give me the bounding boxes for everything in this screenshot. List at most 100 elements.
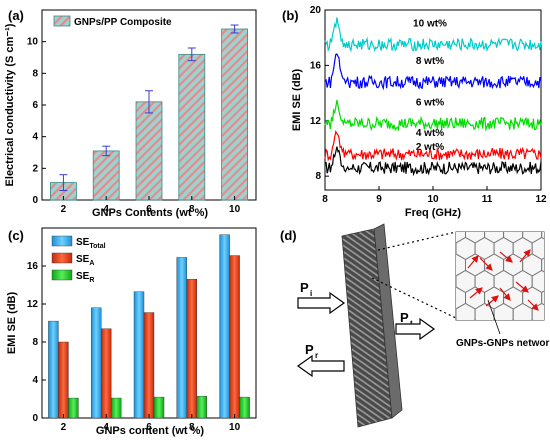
graphene-hex-network: [456, 232, 544, 320]
panel-b-ytick-label: 8: [315, 171, 321, 182]
panel-c-bar: [58, 341, 69, 419]
panel-c-ytick-label: 0: [32, 413, 38, 424]
panel-c-bar: [143, 312, 155, 419]
electron-path-arrow: [485, 295, 499, 307]
panel-a-xlabel: GNPs Contents (wt %): [92, 207, 208, 219]
electron-path-arrow: [499, 287, 511, 301]
panel-c-legend-subscript: A: [89, 260, 94, 267]
panel-b-lines: 2 wt% 4 wt% 6 wt% 8 wt% 10 wt%: [324, 17, 542, 177]
electron-path-arrow: [499, 251, 513, 263]
panel-a-bar: [178, 53, 206, 201]
panel-a-xtick-label: 2: [61, 204, 67, 215]
panel-a-xtick-label: 8: [189, 204, 195, 215]
panel-c-bar: [153, 396, 165, 419]
series-label: 10 wt%: [413, 19, 447, 30]
panel-c-bar: [48, 320, 59, 419]
panel-a-ytick-label: 2: [32, 163, 38, 174]
panel-c-ytick-label: 16: [27, 261, 39, 272]
graphene-hex: [512, 302, 533, 320]
panel-a-ticks: 0 2 4 6 8 10: [27, 37, 46, 206]
panel-a-xtick-label: 4: [103, 204, 109, 215]
panel-a-xtick-label: 10: [229, 204, 241, 215]
panel-c-bar: [133, 291, 145, 419]
panel-c-legend-text: SER: [76, 271, 94, 284]
panel-c-legend: SETotal SEA SER: [51, 235, 106, 284]
panel-a-ytick-label: 10: [27, 37, 39, 48]
panel-b-xtick-label: 8: [322, 194, 328, 205]
transmitted-label: P: [400, 310, 409, 325]
panel-c-ylabel: EMI SE (dB): [6, 292, 18, 355]
composite-slab-side: [373, 223, 403, 419]
panel-b-xlabel: Freq (GHz): [405, 207, 462, 219]
panel-c-bar: [186, 279, 198, 419]
panel-c-ytick-label: 4: [32, 375, 38, 386]
panel-c-bar: [68, 397, 79, 419]
network-pointer: [487, 299, 501, 335]
zoom-line-bottom: [371, 277, 457, 319]
panel-c-legend-subscript: Total: [89, 243, 105, 250]
panel-a-legend-text: GNPs/PP Composite: [74, 17, 172, 28]
series-line: [324, 17, 542, 53]
electron-path-arrow: [519, 249, 531, 263]
electron-path-arrow: [467, 255, 479, 269]
series-label: 8 wt%: [416, 56, 444, 67]
electron-path-arrow: [515, 281, 529, 293]
panel-b-ylabel: EMI SE (dB): [291, 69, 303, 132]
series-line: [324, 53, 542, 91]
panel-c-legend-swatch: [51, 235, 73, 247]
incident-subscript: i: [310, 289, 312, 298]
graphene-hex: [456, 302, 476, 320]
panel-a-bars: 2 4 6 8 10: [50, 24, 249, 215]
panel-c-legend-text: SEA: [76, 254, 94, 267]
series-label: 2 wt%: [416, 142, 444, 153]
panel-b-ytick-label: 12: [310, 116, 322, 127]
reflected-subscript: r: [315, 351, 318, 360]
reflected-label: P: [305, 342, 314, 357]
graphene-hex: [493, 302, 514, 320]
panel-c-xtick-label: 4: [103, 422, 109, 433]
panel-c-xlabel: GNPs content (wt %): [96, 425, 205, 437]
panel-c-ytick-label: 8: [32, 337, 38, 348]
panel-b-label: (b): [282, 8, 299, 23]
panel-c-ticks: 0 4 8 12 16: [27, 261, 46, 424]
panel-c-xtick-label: 8: [189, 422, 195, 433]
panel-a-ytick-label: 6: [32, 100, 38, 111]
panel-a-bar: [221, 28, 249, 201]
panel-c-legend-swatch: [51, 269, 73, 281]
electron-path-arrow: [479, 257, 493, 271]
panel-c-bar: [176, 257, 188, 419]
panel-c-legend-text: SETotal: [76, 237, 106, 250]
panel-c-bars: 2 4 6 8 10: [48, 234, 250, 433]
hex-grid: [456, 232, 544, 320]
panel-a-ytick-label: 8: [32, 68, 38, 79]
panel-c-bar: [100, 328, 112, 419]
panel-b: (b) 8 9 10 11 12 8 12 16 20 2 wt% 4 wt% 6 wt% 8 wt%…: [282, 5, 547, 219]
panel-d: (d) GNPs-GNPs network P i P t P r: [280, 223, 550, 428]
panel-a-bar: [92, 150, 120, 201]
panel-a-ytick-label: 0: [32, 195, 38, 206]
series-line: [324, 99, 542, 132]
series-label: 6 wt%: [416, 98, 444, 109]
panel-b-ytick-label: 16: [310, 60, 322, 71]
panel-b-xtick-label: 9: [376, 194, 382, 205]
panel-a-ylabel: Electrical conductivity (S cm⁻¹): [4, 23, 16, 186]
panel-c-bar: [239, 396, 250, 419]
panel-c-bar: [196, 395, 208, 419]
panel-c-xtick-label: 10: [229, 422, 241, 433]
panel-c-legend-swatch: [51, 252, 73, 264]
series-line: [324, 146, 542, 177]
electron-path-arrow: [469, 287, 483, 299]
graphene-hex: [474, 302, 495, 320]
panel-c-xtick-label: 6: [146, 422, 152, 433]
panel-c-bar: [219, 234, 230, 419]
zoom-line-top: [377, 231, 457, 251]
panel-a-xtick-label: 6: [146, 204, 152, 215]
panel-c-ytick-label: 12: [27, 299, 39, 310]
series-label: 4 wt%: [416, 128, 444, 139]
electron-path-arrow: [527, 299, 539, 311]
panel-b-xtick-label: 12: [535, 194, 547, 205]
panel-b-xtick-label: 10: [427, 194, 439, 205]
panel-a-label: (a): [8, 8, 24, 23]
panel-c-bar: [110, 397, 122, 419]
